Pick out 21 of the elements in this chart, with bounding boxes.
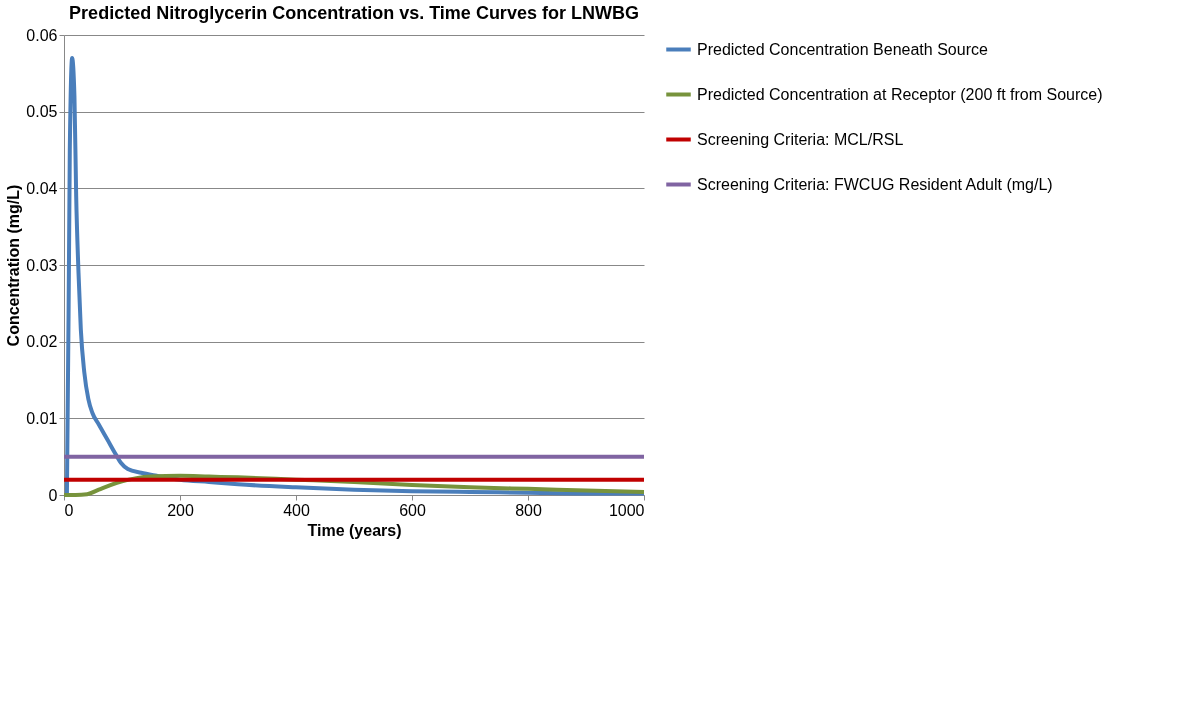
x-axis-title: Time (years) (307, 521, 402, 539)
x-tick-label: 200 (167, 501, 194, 519)
y-tick-label: 0.06 (26, 26, 58, 44)
y-tick-label: 0.05 (26, 103, 58, 121)
x-tick-label: 1000 (608, 501, 645, 519)
x-tick-label: 400 (283, 501, 310, 519)
y-tick-label: 0.04 (26, 179, 58, 197)
x-tick-label: 800 (515, 501, 542, 519)
legend-label: Predicted Concentration at Receptor (200 ft from Source) (697, 85, 1103, 103)
legend-label: Screening Criteria: FWCUG Resident Adult (mg/L) (697, 175, 1053, 193)
legend-label: Predicted Concentration Beneath Source (697, 40, 988, 58)
y-tick-label: 0.01 (26, 409, 58, 427)
x-tick-label: 600 (399, 501, 426, 519)
x-tick-label: 0 (64, 501, 74, 519)
y-tick-label: 0.02 (26, 333, 58, 351)
chart-title: Predicted Nitroglycerin Concentration vs. Time Curves for LNWBG (69, 3, 639, 23)
line-series (62, 56, 646, 497)
y-tick-label: 0.03 (26, 256, 58, 274)
legend-label: Screening Criteria: MCL/RSL (697, 130, 904, 148)
y-tick-label: 0 (48, 486, 58, 504)
y-axis-title: Concentration (mg/L) (5, 184, 23, 347)
